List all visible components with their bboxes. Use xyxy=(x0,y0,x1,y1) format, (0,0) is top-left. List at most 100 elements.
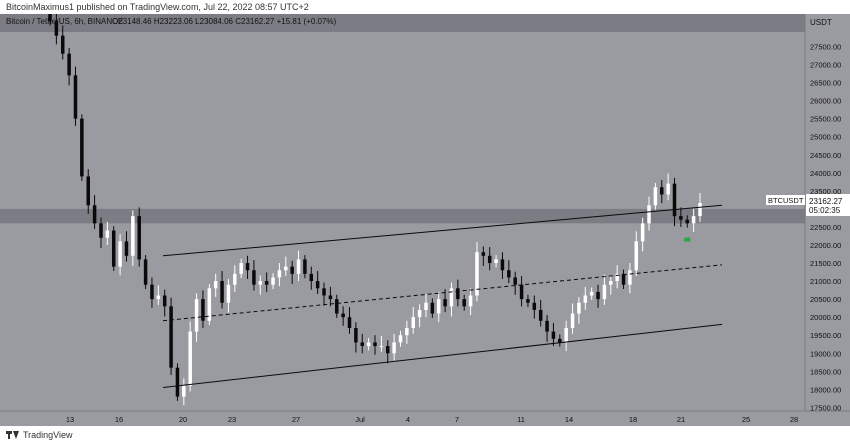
y-tick-label: 20500.00 xyxy=(810,295,841,304)
y-tick-label: 24000.00 xyxy=(810,169,841,178)
candle-body xyxy=(54,21,59,36)
candle-body xyxy=(150,284,154,300)
candle-body xyxy=(481,252,486,256)
candle-body xyxy=(609,281,613,285)
candle-body xyxy=(570,313,575,328)
x-tick-label: 7 xyxy=(455,415,459,424)
candle-body xyxy=(137,216,141,260)
candle-body xyxy=(360,342,365,347)
candle-body xyxy=(239,263,243,274)
tradingview-logo-icon xyxy=(6,431,20,439)
candle-body xyxy=(80,118,84,177)
candle-body xyxy=(685,219,690,224)
price-axis[interactable] xyxy=(805,14,850,426)
candle-body xyxy=(494,259,498,264)
candle-body xyxy=(545,320,549,332)
x-tick-label: 25 xyxy=(742,415,750,424)
candle-body xyxy=(411,317,415,328)
candle-body xyxy=(60,35,65,54)
candle-body xyxy=(379,346,384,348)
candle-body xyxy=(347,317,352,328)
x-tick-label: 18 xyxy=(629,415,637,424)
y-tick-label: 21500.00 xyxy=(810,259,841,268)
symbol-legend: Bitcoin / TetherUS, 6h, BINANCE xyxy=(6,17,123,26)
channel-upper-line xyxy=(162,204,723,257)
chart-area[interactable]: USDT 27500.00 27000.00 26500.00 26000.00 255… xyxy=(0,2,850,426)
price-tag-symbol: BTCUSDT xyxy=(768,196,804,205)
candle-body xyxy=(679,216,683,220)
candle-body xyxy=(73,75,78,119)
candle-body xyxy=(558,338,562,343)
y-tick-label: 19000.00 xyxy=(810,349,841,358)
price-tag-price: 23162.27 xyxy=(809,197,843,206)
tradingview-logo[interactable]: TradingView xyxy=(6,430,73,440)
candle-body xyxy=(577,302,581,314)
y-tick-label: 21000.00 xyxy=(810,277,841,286)
tradingview-logo-text: TradingView xyxy=(23,430,73,440)
price-chart[interactable]: USDT 27500.00 27000.00 26500.00 26000.00 255… xyxy=(0,2,850,426)
candle-body xyxy=(201,299,205,321)
candle-body xyxy=(487,255,492,264)
y-tick-label: 26000.00 xyxy=(810,97,841,106)
x-tick-label: 27 xyxy=(292,415,300,424)
y-tick-label: 22000.00 xyxy=(810,241,841,250)
publish-header: BitcoinMaximus1 published on TradingView… xyxy=(0,0,850,14)
candle-body xyxy=(328,295,333,300)
candle-body xyxy=(156,295,161,300)
channel-lower-line xyxy=(162,323,723,389)
candle-body xyxy=(615,273,619,282)
time-axis[interactable] xyxy=(0,411,805,426)
candle-body xyxy=(532,302,537,310)
top-zone xyxy=(0,14,805,33)
candle-body xyxy=(226,284,231,303)
candle-body xyxy=(513,277,517,285)
candle-body xyxy=(290,266,294,274)
candle-body xyxy=(519,284,524,300)
candle-body xyxy=(640,223,645,242)
candle-body xyxy=(602,284,607,300)
candle-body xyxy=(162,295,167,307)
candle-body xyxy=(124,241,129,256)
x-tick-label: 13 xyxy=(66,415,74,424)
candle-body xyxy=(373,342,377,347)
y-tick-label: 27000.00 xyxy=(810,61,841,70)
candle-body xyxy=(475,252,479,296)
candle-body xyxy=(341,313,345,318)
y-tick-label: 24500.00 xyxy=(810,151,841,160)
y-tick-label: 25000.00 xyxy=(810,133,841,142)
candle-body xyxy=(653,187,658,206)
price-tag-countdown: 05:02:35 xyxy=(809,206,841,215)
candle-body xyxy=(551,331,556,339)
candle-body xyxy=(354,327,358,343)
y-tick-label: 27500.00 xyxy=(810,42,841,51)
candle-body xyxy=(284,266,288,271)
candle-body xyxy=(634,241,639,271)
candle-body xyxy=(271,277,275,285)
candle-body xyxy=(182,385,186,397)
y-tick-label: 22500.00 xyxy=(810,223,841,232)
channel-middle-line xyxy=(162,264,723,322)
candle-body xyxy=(691,216,696,224)
candle-body xyxy=(48,6,52,22)
x-tick-label: 20 xyxy=(179,415,187,424)
candle-body xyxy=(398,335,403,343)
candle-body xyxy=(111,230,116,267)
candle-body xyxy=(628,270,632,285)
candle-body xyxy=(430,302,435,314)
green-marker xyxy=(684,237,691,242)
x-tick-label: 28 xyxy=(790,415,798,424)
footer: TradingView xyxy=(0,426,850,444)
candle-body xyxy=(417,309,422,318)
candle-body xyxy=(220,281,224,303)
candle-body xyxy=(392,342,396,354)
publish-info: BitcoinMaximus1 published on TradingView… xyxy=(6,2,309,12)
candle-body xyxy=(303,259,307,274)
candle-body xyxy=(424,302,428,310)
candle-body xyxy=(666,183,670,195)
candle-body xyxy=(583,295,588,303)
candle-body xyxy=(405,327,409,336)
y-tick-label: 19500.00 xyxy=(810,331,841,340)
resistance-zone xyxy=(0,208,805,224)
candle-body xyxy=(596,291,600,300)
candle-body xyxy=(456,288,460,300)
